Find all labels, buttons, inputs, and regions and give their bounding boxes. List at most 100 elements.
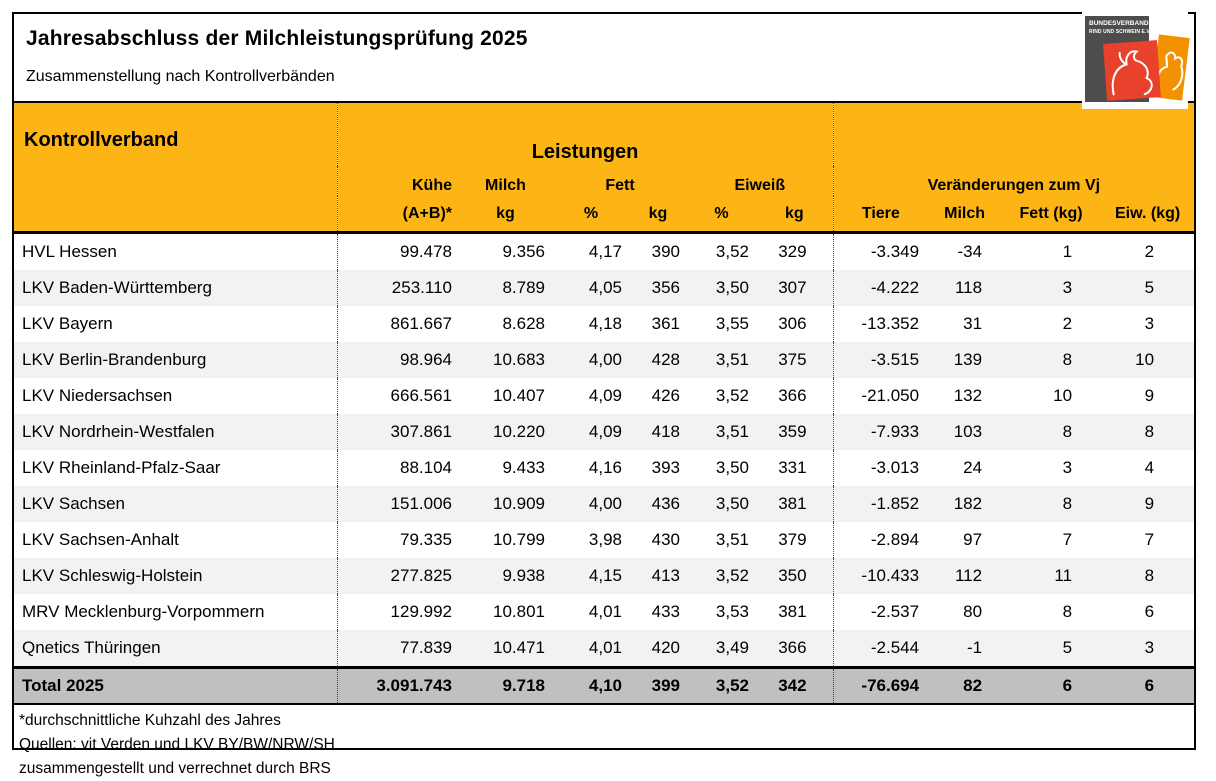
row-value: 3,52: [687, 558, 756, 594]
row-value: 306: [778, 314, 807, 333]
unit-header-milch-kg: kg: [458, 196, 553, 234]
row-value: 3,50: [687, 486, 756, 522]
row-value: 10: [1101, 342, 1195, 378]
row-value: 3,53: [715, 602, 749, 621]
total-value: 4,10: [553, 666, 629, 705]
table-row: LKV Sachsen-Anhalt 79.335 10.799 3,98 43…: [14, 522, 1194, 558]
row-value: 375: [756, 342, 834, 378]
page-title: Jahresabschluss der Milchleistungsprüfun…: [26, 27, 528, 50]
row-value: 3,52: [715, 386, 749, 405]
row-value: 3: [1001, 270, 1102, 306]
row-value: 433: [651, 602, 680, 621]
row-value: 2: [1144, 242, 1155, 261]
row-value: 9: [1101, 486, 1195, 522]
row-value: 350: [756, 558, 834, 594]
row-value: 10.220: [458, 414, 553, 450]
row-value: 4: [1144, 458, 1155, 477]
row-value: 11: [1001, 558, 1102, 594]
column-group-leistungen: Leistungen: [336, 103, 834, 166]
row-value: 129.992: [336, 594, 458, 630]
total-value: 6: [1001, 666, 1102, 705]
row-value: 10.471: [458, 630, 553, 668]
total-value: 3,52: [687, 666, 756, 705]
row-label: LKV Niedersachsen: [22, 386, 173, 405]
unit-header-tiere: Tiere: [832, 196, 929, 234]
row-value: -2.894: [832, 522, 929, 558]
total-value: 3.091.743: [336, 666, 458, 705]
row-value: 307.861: [336, 414, 458, 450]
row-value: 7: [1062, 530, 1073, 549]
row-value: 9.433: [502, 458, 545, 477]
table-row: LKV Schleswig-Holstein 277.825 9.938 4,1…: [14, 558, 1195, 594]
footnotes: *durchschnittliche Kuhzahl des Jahres Qu…: [14, 705, 1194, 781]
row-value: 8: [1062, 602, 1073, 621]
row-value: 8: [1001, 342, 1102, 378]
row-value: 3,50: [715, 458, 749, 477]
table-header: Kontrollverband Leistungen Kühe Milch Fe…: [14, 103, 1195, 234]
row-value: 381: [756, 486, 834, 522]
row-label: LKV Bayern: [22, 314, 113, 333]
row-value: 4,17: [588, 242, 622, 261]
row-value: 9.356: [502, 242, 545, 261]
row-value: 366: [778, 386, 807, 405]
row-value: 79.335: [336, 522, 458, 558]
row-value: 3: [1062, 458, 1073, 477]
row-value: 139: [928, 342, 1002, 378]
row-value: -1: [928, 630, 1002, 668]
row-value: 430: [651, 530, 680, 549]
table-row: MRV Mecklenburg-Vorpommern 129.992 10.80…: [14, 594, 1194, 630]
title-block: Jahresabschluss der Milchleistungsprüfun…: [14, 7, 1194, 109]
row-value: 8: [1101, 558, 1195, 594]
row-value: 3,51: [715, 530, 749, 549]
row-value: 413: [629, 558, 687, 594]
row-value: 1: [1062, 242, 1073, 261]
row-value: 10.683: [458, 342, 553, 378]
row-value: 5: [1001, 630, 1102, 668]
row-label: MRV Mecklenburg-Vorpommern: [22, 602, 265, 621]
row-value: 8: [1101, 414, 1195, 450]
unit-header-fett-vj: Fett (kg): [1001, 196, 1102, 234]
row-value: 118: [928, 270, 1002, 306]
row-value: 4,00: [553, 342, 629, 378]
row-value: -7.933: [832, 414, 929, 450]
row-value: 253.110: [336, 270, 458, 306]
row-value: 8.789: [458, 270, 553, 306]
row-label: HVL Hessen: [22, 242, 117, 261]
total-value: 399: [629, 666, 687, 705]
row-value: -13.352: [832, 306, 929, 342]
row-value: 359: [756, 414, 834, 450]
row-value: -1.852: [832, 486, 929, 522]
row-value: 77.839: [336, 630, 458, 668]
total-value: -76.694: [832, 666, 929, 705]
row-value: -2.544: [832, 630, 929, 668]
row-label: LKV Schleswig-Holstein: [14, 558, 337, 594]
row-value: 10.801: [493, 602, 545, 621]
row-value: 7: [1144, 530, 1155, 549]
row-value: -10.433: [832, 558, 929, 594]
logo-wordmark: BUNDESVERBAND RIND UND SCHWEIN E.V.: [1085, 16, 1151, 36]
row-label: LKV Berlin-Brandenburg: [14, 342, 337, 378]
row-value: 6: [1144, 602, 1155, 621]
row-value: -21.050: [832, 378, 929, 414]
row-value: 3,51: [687, 414, 756, 450]
row-value: 24: [963, 458, 983, 477]
total-value: 6: [1101, 666, 1195, 705]
row-value: 420: [629, 630, 687, 668]
row-value: 151.006: [336, 486, 458, 522]
row-value: 10: [1053, 386, 1073, 405]
row-value: 331: [778, 458, 807, 477]
row-value: 132: [953, 386, 983, 405]
unit-header-kuehe-ab: (A+B)*: [336, 196, 458, 234]
unit-header-eiw-vj: Eiw. (kg): [1101, 196, 1195, 234]
table-row: LKV Rheinland-Pfalz-Saar 88.104 9.433 4,…: [14, 450, 1194, 486]
row-value: 9: [1144, 386, 1155, 405]
table-row: LKV Baden-Württemberg 253.110 8.789 4,05…: [14, 270, 1195, 306]
page-subtitle: Zusammenstellung nach Kontrollverbänden: [26, 68, 335, 85]
footnote: *durchschnittliche Kuhzahl des Jahres: [19, 712, 281, 729]
row-value: 112: [928, 558, 1002, 594]
row-value: 390: [651, 242, 680, 261]
row-value: 2: [1062, 314, 1073, 333]
total-value: 9.718: [458, 666, 553, 705]
row-value: 8.628: [502, 314, 545, 333]
row-value: 4,00: [553, 486, 629, 522]
